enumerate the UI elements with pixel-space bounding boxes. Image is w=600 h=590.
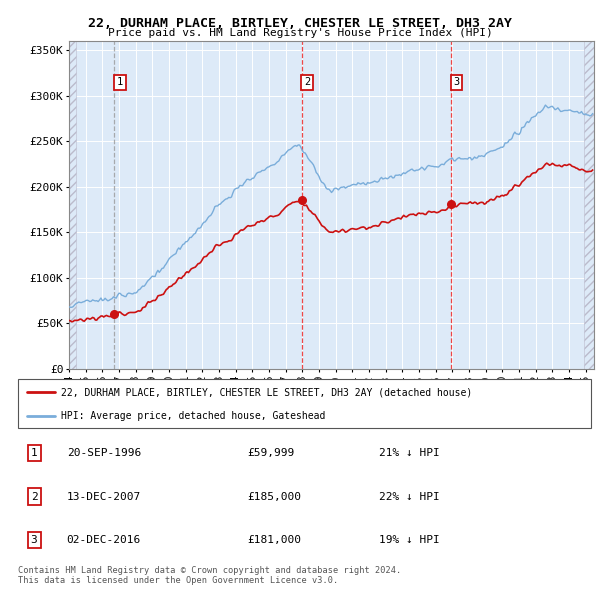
Text: 3: 3 bbox=[454, 77, 460, 87]
Text: 1: 1 bbox=[117, 77, 123, 87]
Text: 19% ↓ HPI: 19% ↓ HPI bbox=[379, 535, 440, 545]
Text: 22, DURHAM PLACE, BIRTLEY, CHESTER LE STREET, DH3 2AY: 22, DURHAM PLACE, BIRTLEY, CHESTER LE ST… bbox=[88, 17, 512, 30]
Text: 20-SEP-1996: 20-SEP-1996 bbox=[67, 448, 141, 458]
Text: £59,999: £59,999 bbox=[247, 448, 295, 458]
Text: £185,000: £185,000 bbox=[247, 491, 301, 502]
Text: 22% ↓ HPI: 22% ↓ HPI bbox=[379, 491, 440, 502]
FancyBboxPatch shape bbox=[18, 379, 591, 428]
Text: 1: 1 bbox=[31, 448, 37, 458]
Text: Price paid vs. HM Land Registry's House Price Index (HPI): Price paid vs. HM Land Registry's House … bbox=[107, 28, 493, 38]
Text: 2: 2 bbox=[304, 77, 310, 87]
Text: 22, DURHAM PLACE, BIRTLEY, CHESTER LE STREET, DH3 2AY (detached house): 22, DURHAM PLACE, BIRTLEY, CHESTER LE ST… bbox=[61, 388, 472, 398]
Text: 3: 3 bbox=[31, 535, 37, 545]
Text: £181,000: £181,000 bbox=[247, 535, 301, 545]
Text: Contains HM Land Registry data © Crown copyright and database right 2024.: Contains HM Land Registry data © Crown c… bbox=[18, 566, 401, 575]
Text: 2: 2 bbox=[31, 491, 37, 502]
Text: This data is licensed under the Open Government Licence v3.0.: This data is licensed under the Open Gov… bbox=[18, 576, 338, 585]
Text: 02-DEC-2016: 02-DEC-2016 bbox=[67, 535, 141, 545]
Text: HPI: Average price, detached house, Gateshead: HPI: Average price, detached house, Gate… bbox=[61, 411, 325, 421]
Text: 13-DEC-2007: 13-DEC-2007 bbox=[67, 491, 141, 502]
Text: 21% ↓ HPI: 21% ↓ HPI bbox=[379, 448, 440, 458]
